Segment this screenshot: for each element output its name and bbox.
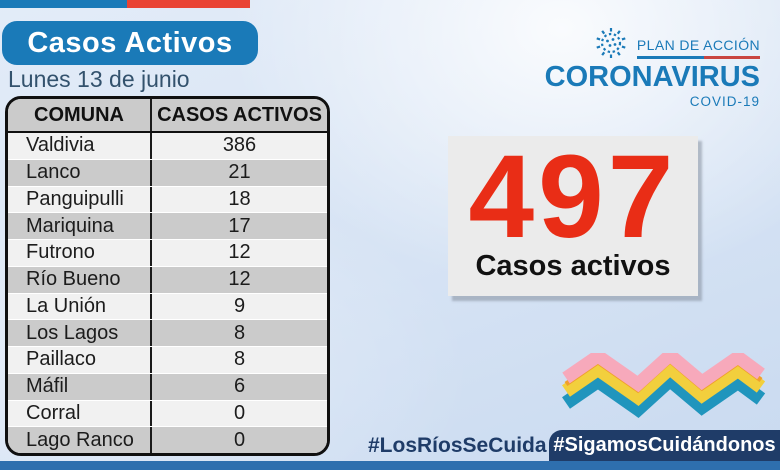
hashtag-sigamos-box: #SigamosCuidándonos: [549, 430, 780, 461]
plan-de-accion-logo: PLAN DE ACCIÓN CORONAVIRUS COVID-19: [545, 25, 760, 109]
comuna-name: La Unión: [26, 294, 107, 317]
comuna-cases: 12: [150, 266, 327, 293]
table-header-row: COMUNA CASOS ACTIVOS: [8, 99, 327, 133]
table-row: Panguipulli 18: [8, 186, 327, 214]
underline-red-segment: [704, 56, 760, 59]
table-row: Valdivia 386: [8, 133, 327, 160]
cases-table: COMUNA CASOS ACTIVOS Valdivia 386 Lanco 21…: [5, 96, 330, 456]
comuna-name: Panguipulli: [26, 187, 124, 210]
table-row: Mariquina 17: [8, 213, 327, 240]
virus-icon: [596, 28, 626, 58]
title-banner: Casos Activos: [2, 21, 258, 65]
comuna-name: Lago Ranco: [26, 428, 134, 451]
comuna-cases: 9: [150, 293, 327, 320]
comuna-cases: 6: [150, 373, 327, 400]
comuna-name: Río Bueno: [26, 268, 121, 291]
comuna-name: Paillaco: [26, 348, 97, 371]
comuna-name: Valdivia: [26, 134, 95, 157]
comuna-cases: 12: [150, 240, 327, 266]
hashtag-sigamos: #SigamosCuidándonos: [553, 434, 776, 456]
total-cases-value: 497: [468, 131, 678, 263]
header-casos-activos: CASOS ACTIVOS: [150, 99, 327, 131]
header-comuna: COMUNA: [34, 103, 124, 126]
comuna-cases: 0: [150, 400, 327, 427]
comuna-name: Los Lagos: [26, 321, 119, 344]
total-cases-label: Casos activos: [475, 250, 671, 282]
table-row: Corral 0: [8, 400, 327, 428]
comuna-name: Máfil: [26, 375, 69, 398]
comuna-name: Lanco: [26, 161, 81, 184]
covid19-label: COVID-19: [689, 94, 760, 109]
table-row: La Unión 9: [8, 293, 327, 321]
table-row: Río Bueno 12: [8, 266, 327, 294]
table-row: Paillaco 8: [8, 347, 327, 374]
table-row: Futrono 12: [8, 240, 327, 267]
comuna-name: Corral: [26, 401, 81, 424]
date-label: Lunes 13 de junio: [8, 66, 190, 92]
page-title: Casos Activos: [27, 26, 233, 59]
comuna-name: Futrono: [26, 241, 95, 264]
comuna-cases: 8: [150, 347, 327, 373]
comuna-cases: 21: [150, 159, 327, 186]
comuna-cases: 386: [150, 133, 327, 159]
comuna-cases: 18: [150, 186, 327, 213]
comuna-cases: 17: [150, 213, 327, 239]
table-body: Valdivia 386 Lanco 21 Panguipulli 18 Mariqu…: [8, 133, 327, 453]
footer-bar: [0, 461, 780, 470]
flag-stripe-red: [127, 0, 250, 8]
table-row: Los Lagos 8: [8, 320, 327, 347]
flag-stripe-blue: [0, 0, 127, 8]
comuna-cases: 8: [150, 320, 327, 346]
plan-de-accion-label: PLAN DE ACCIÓN: [636, 37, 760, 53]
table-row: Máfil 6: [8, 373, 327, 401]
underline-blue-segment: [636, 56, 705, 59]
table-row: Lago Ranco 0: [8, 427, 327, 453]
plan-underline: [636, 56, 760, 59]
coronavirus-wordmark: CORONAVIRUS: [544, 61, 760, 93]
total-cases-card: 497 Casos activos: [448, 136, 698, 296]
hashtag-losrios: #LosRíosSeCuida: [368, 434, 547, 457]
table-row: Lanco 21: [8, 159, 327, 187]
zigzag-decoration: [562, 353, 766, 418]
comuna-name: Mariquina: [26, 214, 114, 237]
comuna-cases: 0: [150, 427, 327, 453]
